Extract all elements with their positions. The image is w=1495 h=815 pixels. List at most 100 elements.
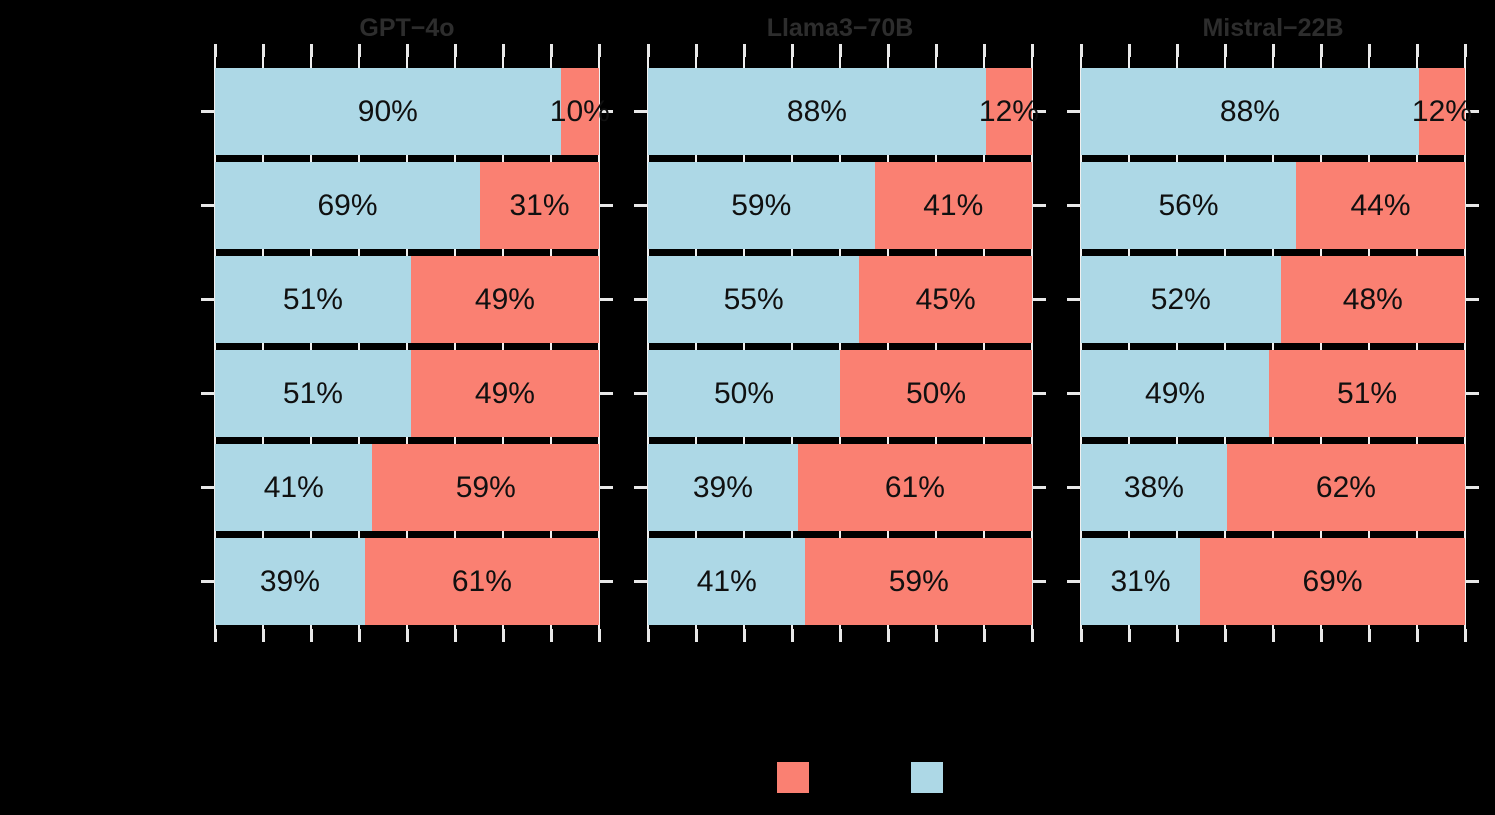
- bar-label-salmon: 12%: [978, 94, 1039, 128]
- y-axis-tick-right: [1032, 580, 1046, 583]
- y-axis-tick-right: [1032, 110, 1046, 113]
- bar-label-salmon: 61%: [884, 470, 945, 504]
- bar-segment-lightblue: [215, 162, 480, 249]
- bar-label-salmon: 49%: [474, 282, 535, 316]
- bar-label-salmon: 44%: [1350, 188, 1411, 222]
- bar-label-lightblue: 31%: [1110, 564, 1171, 598]
- bar-segment-salmon: [1296, 162, 1465, 249]
- x-gridline: [887, 57, 889, 629]
- x-axis-tick-bottom: [886, 629, 890, 642]
- bar-label-salmon: 49%: [474, 376, 535, 410]
- y-axis-tick-left: [634, 298, 648, 301]
- x-axis-tick-bottom: [1415, 629, 1419, 642]
- x-gridline: [214, 57, 216, 629]
- y-axis-tick-right: [1465, 486, 1479, 489]
- panel-title: Mistral−22B: [1202, 14, 1344, 42]
- x-axis-tick-top: [261, 44, 265, 57]
- x-axis-tick-bottom: [1367, 629, 1371, 642]
- bar-segment-lightblue: [215, 444, 373, 531]
- x-axis-tick-top: [1175, 44, 1179, 57]
- bar-segment-salmon: [560, 68, 599, 155]
- x-axis-tick-bottom: [1030, 629, 1034, 642]
- bar-label-salmon: 12%: [1411, 94, 1472, 128]
- legend-swatch-lightblue: [911, 762, 943, 793]
- bar-label-lightblue: 88%: [1219, 94, 1280, 128]
- x-axis-tick-bottom: [1127, 629, 1131, 642]
- x-gridline: [310, 57, 312, 629]
- bar-segment-lightblue: [215, 538, 365, 625]
- x-gridline: [1128, 57, 1130, 629]
- x-gridline: [1176, 57, 1178, 629]
- x-axis-tick-bottom: [405, 629, 409, 642]
- bar-label-lightblue: 39%: [259, 564, 320, 598]
- y-axis-tick-left: [1067, 298, 1081, 301]
- bar-label-salmon: 61%: [451, 564, 512, 598]
- facet-panel: Llama3−70B 88% 12% 59% 41% 55% 45% 50% 50% 39% 61%…: [634, 14, 1046, 642]
- y-axis-tick-right: [599, 204, 613, 207]
- y-axis-tick-left: [201, 298, 215, 301]
- bar-label-salmon: 10%: [549, 94, 610, 128]
- y-axis-tick-left: [634, 110, 648, 113]
- x-axis-tick-top: [453, 44, 457, 57]
- legend-swatch-salmon: [777, 762, 809, 793]
- x-axis-tick-bottom: [549, 629, 553, 642]
- x-axis-tick-top: [982, 44, 986, 57]
- y-axis-tick-left: [634, 392, 648, 395]
- x-axis-tick-bottom: [213, 629, 217, 642]
- bar-label-salmon: 31%: [509, 188, 570, 222]
- bar-segment-salmon: [1269, 350, 1465, 437]
- y-axis-tick-right: [1032, 204, 1046, 207]
- x-gridline: [1464, 57, 1466, 629]
- facet-panel: Mistral−22B 88% 12% 56% 44% 52% 48% 49% 51% 38% 62…: [1067, 14, 1479, 642]
- x-axis-tick-top: [357, 44, 361, 57]
- x-gridline: [262, 57, 264, 629]
- bar-segment-salmon: [1418, 68, 1465, 155]
- x-axis-tick-top: [1030, 44, 1034, 57]
- y-axis-tick-left: [201, 580, 215, 583]
- x-axis-tick-bottom: [357, 629, 361, 642]
- x-axis-tick-top: [742, 44, 746, 57]
- x-axis-tick-bottom: [1319, 629, 1323, 642]
- bar-label-salmon: 59%: [455, 470, 516, 504]
- x-gridline: [1080, 57, 1082, 629]
- x-axis-tick-top: [790, 44, 794, 57]
- bar-label-salmon: 45%: [915, 282, 976, 316]
- y-axis-tick-left: [1067, 392, 1081, 395]
- bar-label-lightblue: 38%: [1123, 470, 1184, 504]
- bar-segment-salmon: [372, 444, 599, 531]
- bar-label-lightblue: 88%: [786, 94, 847, 128]
- x-axis-tick-bottom: [742, 629, 746, 642]
- x-axis-tick-bottom: [694, 629, 698, 642]
- bar-label-salmon: 62%: [1315, 470, 1376, 504]
- x-axis-tick-bottom: [501, 629, 505, 642]
- bar-segment-lightblue: [648, 68, 986, 155]
- x-axis-tick-top: [1319, 44, 1323, 57]
- y-axis-tick-right: [599, 486, 613, 489]
- x-axis-tick-top: [1127, 44, 1131, 57]
- facet-panel: GPT−4o 90% 10% 69% 31% 51% 49% 51% 49% 41% 59% 39% 6…: [201, 14, 613, 642]
- x-axis-tick-top: [213, 44, 217, 57]
- x-gridline: [502, 57, 504, 629]
- x-axis-tick-top: [597, 44, 601, 57]
- x-axis-tick-bottom: [1223, 629, 1227, 642]
- y-axis-tick-right: [1465, 298, 1479, 301]
- x-gridline: [647, 57, 649, 629]
- x-gridline: [1272, 57, 1274, 629]
- bar-segment-lightblue: [648, 162, 875, 249]
- x-axis-tick-top: [1415, 44, 1419, 57]
- x-gridline: [1416, 57, 1418, 629]
- x-axis-tick-top: [838, 44, 842, 57]
- panel-title: GPT−4o: [359, 14, 455, 42]
- bar-label-salmon: 50%: [905, 376, 967, 410]
- bar-segment-lightblue: [1081, 162, 1297, 249]
- bar-segment-salmon: [840, 350, 1032, 437]
- y-axis-tick-left: [201, 392, 215, 395]
- x-axis-tick-top: [1223, 44, 1227, 57]
- bar-segment-lightblue: [648, 350, 840, 437]
- x-axis-tick-bottom: [1079, 629, 1083, 642]
- bar-segment-salmon: [874, 162, 1032, 249]
- bar-label-salmon: 51%: [1337, 376, 1398, 410]
- y-axis-tick-left: [201, 486, 215, 489]
- bar-label-lightblue: 41%: [696, 564, 757, 598]
- x-axis-tick-top: [1463, 44, 1467, 57]
